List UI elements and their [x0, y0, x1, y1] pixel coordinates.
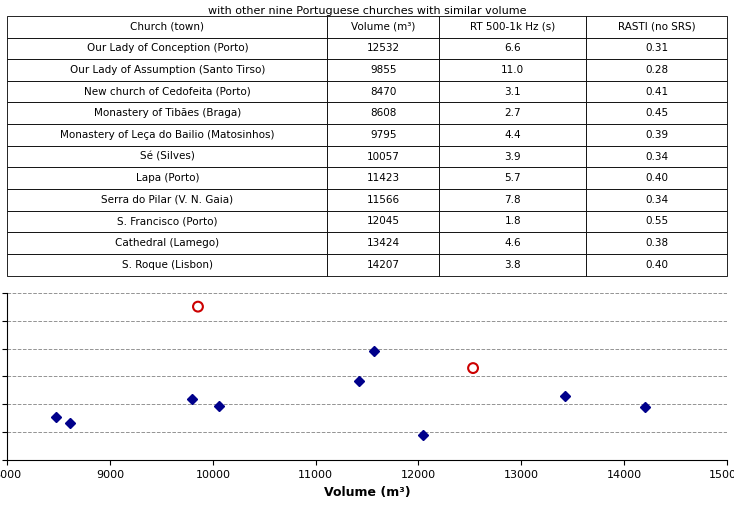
X-axis label: Volume (m³): Volume (m³): [324, 486, 410, 498]
Point: [467, 364, 479, 372]
Point: [192, 303, 204, 311]
Text: with other nine Portuguese churches with similar volume: with other nine Portuguese churches with…: [208, 6, 526, 16]
